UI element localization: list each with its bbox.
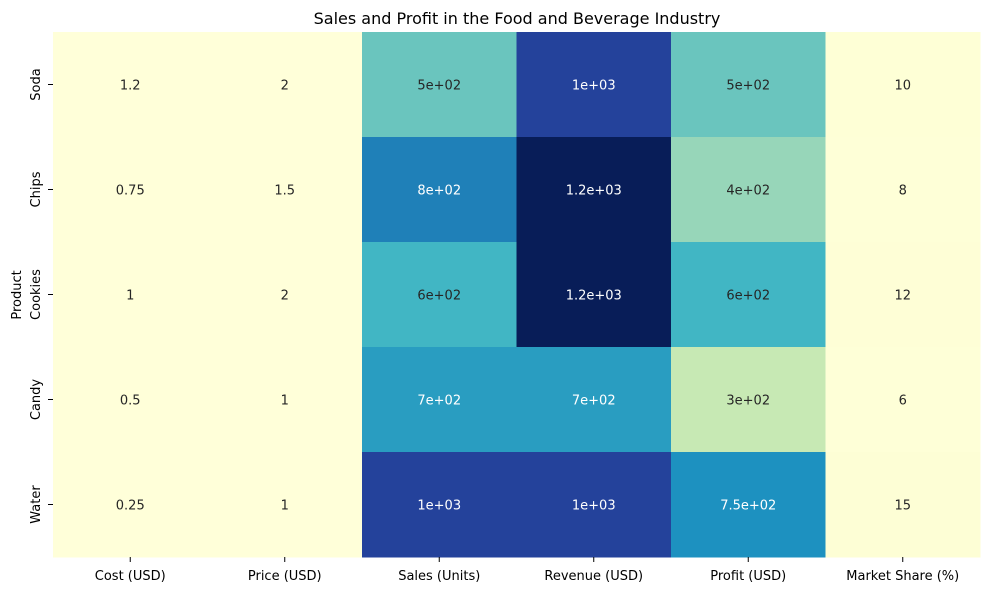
y-tick-label: Water <box>29 485 44 524</box>
cell-annotation: 8 <box>899 184 907 199</box>
heatmap-cell <box>362 137 517 243</box>
y-tick-label: Soda <box>29 68 44 100</box>
x-tick-label: Revenue (USD) <box>544 569 643 584</box>
x-tick-label: Price (USD) <box>248 569 322 584</box>
cell-annotation: 1.2e+03 <box>566 184 622 199</box>
heatmap-cell <box>516 452 672 558</box>
cell-annotation: 6e+02 <box>417 289 461 304</box>
heatmap-cell <box>207 347 363 453</box>
heatmap-cell <box>362 32 517 138</box>
cell-annotation: 1e+03 <box>572 79 616 94</box>
heatmap-cell <box>53 452 208 558</box>
heatmap-cell <box>207 452 363 558</box>
cell-annotation: 10 <box>894 79 911 94</box>
heatmap-cell <box>362 452 517 558</box>
heatmap-cell <box>825 242 981 348</box>
heatmap-cell <box>671 137 826 243</box>
chart-title: Sales and Profit in the Food and Beverag… <box>314 9 721 28</box>
cell-annotation: 2 <box>281 79 289 94</box>
heatmap-cell <box>207 242 363 348</box>
heatmap-cell <box>516 347 672 453</box>
cell-annotation: 6 <box>899 394 907 409</box>
cell-annotation: 0.75 <box>116 184 145 199</box>
y-tick-label: Chips <box>29 171 44 207</box>
heatmap-cell <box>671 347 826 453</box>
cell-annotation: 3e+02 <box>726 394 770 409</box>
cell-annotation: 1 <box>281 499 289 514</box>
heatmap-cell <box>362 242 517 348</box>
cell-annotation: 12 <box>894 289 911 304</box>
x-tick-label: Sales (Units) <box>398 569 480 584</box>
heatmap-cell <box>362 347 517 453</box>
heatmap-cell <box>207 137 363 243</box>
cell-annotation: 1e+03 <box>417 499 461 514</box>
heatmap-cell <box>516 32 672 138</box>
cell-annotation: 6e+02 <box>726 289 770 304</box>
y-axis: Soda Chips Cookies Candy Water <box>29 68 53 524</box>
cell-annotation: 0.25 <box>116 499 145 514</box>
cell-annotation: 7e+02 <box>572 394 616 409</box>
cell-annotation: 5e+02 <box>417 79 461 94</box>
heatmap-cell <box>825 452 981 558</box>
cell-annotation: 4e+02 <box>726 184 770 199</box>
heatmap-cell <box>53 32 208 138</box>
heatmap-cell <box>53 347 208 453</box>
cell-annotation: 2 <box>281 289 289 304</box>
heatmap-cell <box>516 137 672 243</box>
heatmap-cell <box>207 32 363 138</box>
y-tick-label: Candy <box>29 379 44 421</box>
cell-annotation: 5e+02 <box>726 79 770 94</box>
x-tick-label: Market Share (%) <box>846 569 959 584</box>
cell-annotation: 1 <box>126 289 134 304</box>
heatmap-cells: 1.2 2 5e+02 1e+03 5e+02 10 0.75 1.5 8e+02 1.2e+03… <box>53 32 981 558</box>
cell-annotation: 1.2 <box>120 79 141 94</box>
cell-annotation: 0.5 <box>120 394 141 409</box>
heatmap-cell <box>825 137 981 243</box>
x-tick-label: Cost (USD) <box>95 569 166 584</box>
y-axis-label: Product <box>10 270 25 319</box>
heatmap-cell <box>53 137 208 243</box>
cell-annotation: 8e+02 <box>417 184 461 199</box>
cell-annotation: 1e+03 <box>572 499 616 514</box>
cell-annotation: 7.5e+02 <box>720 499 776 514</box>
heatmap-cell <box>516 242 672 348</box>
cell-annotation: 1.5 <box>274 184 295 199</box>
heatmap-cell <box>671 32 826 138</box>
heatmap-cell <box>671 242 826 348</box>
x-axis: Cost (USD) Price (USD) Sales (Units) Revenu… <box>95 557 959 584</box>
heatmap-cell <box>671 452 826 558</box>
heatmap-cell <box>53 242 208 348</box>
cell-annotation: 15 <box>894 499 911 514</box>
heatmap-cell <box>825 32 981 138</box>
cell-annotation: 1 <box>281 394 289 409</box>
cell-annotation: 1.2e+03 <box>566 289 622 304</box>
y-tick-label: Cookies <box>29 269 44 320</box>
heatmap-cell <box>825 347 981 453</box>
x-tick-label: Profit (USD) <box>710 569 786 584</box>
cell-annotation: 7e+02 <box>417 394 461 409</box>
